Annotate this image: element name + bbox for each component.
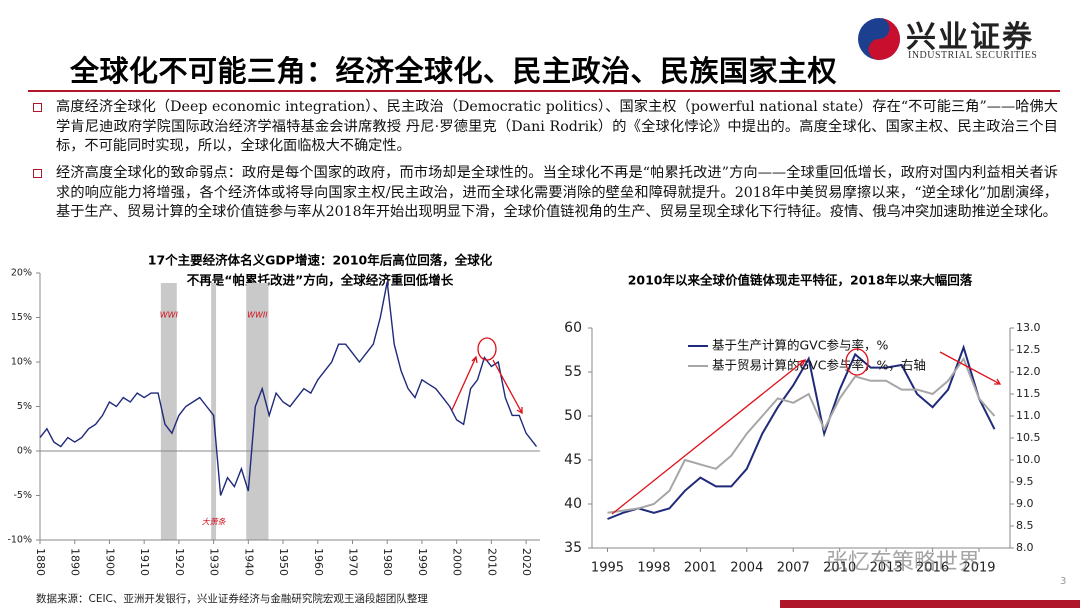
x-tick-label: 1998 bbox=[637, 561, 670, 576]
shaded-region bbox=[246, 283, 269, 540]
y-tick-label: 60 bbox=[564, 320, 582, 336]
y-tick-label: 50 bbox=[564, 408, 582, 424]
legend-label: 基于生产计算的GVC参与率，% bbox=[712, 338, 888, 353]
x-tick-label: 2000 bbox=[451, 548, 464, 576]
chart-title: 2010年以来全球价值链体现走平特征，2018年以来大幅回落 bbox=[628, 273, 973, 288]
x-tick-label: 1940 bbox=[242, 548, 255, 576]
series-line bbox=[39, 281, 538, 496]
logo-en: INDUSTRIAL SECURITIES bbox=[908, 50, 1038, 61]
bullet-text: 经济高度全球化的致命弱点：政府是每个国家的政府，而市场却是全球性的。当全球化不再… bbox=[56, 165, 1058, 221]
y-tick-label: 15% bbox=[11, 312, 32, 323]
x-tick-label: 2013 bbox=[870, 561, 903, 576]
shaded-region bbox=[160, 283, 177, 540]
x-tick-label: 1970 bbox=[347, 548, 360, 576]
y-tick-label: -10% bbox=[7, 535, 32, 546]
bullet-text: 高度经济全球化（Deep economic integration）、民主政治（… bbox=[56, 99, 1058, 155]
logo-name: 兴业证券 bbox=[906, 20, 1034, 55]
x-tick-label: 2004 bbox=[730, 561, 763, 576]
bullet: 高度经济全球化（Deep economic integration）、民主政治（… bbox=[33, 98, 1058, 157]
y2-tick-label: 8.0 bbox=[1016, 541, 1034, 554]
y2-tick-label: 13.0 bbox=[1016, 321, 1041, 334]
legend-label: 基于贸易计算的GVC参与率，%，右轴 bbox=[712, 358, 926, 373]
series-line bbox=[607, 344, 996, 520]
x-tick-label: 1980 bbox=[381, 548, 394, 576]
y-tick-label: -5% bbox=[14, 490, 33, 501]
y2-tick-label: 9.0 bbox=[1016, 497, 1034, 510]
y2-tick-label: 10.0 bbox=[1016, 453, 1041, 466]
x-tick-label: 2001 bbox=[684, 561, 717, 576]
x-tick-label: 1960 bbox=[312, 548, 325, 576]
y2-tick-label: 8.5 bbox=[1016, 519, 1034, 532]
logo: 兴业证券 INDUSTRIAL SECURITIES bbox=[856, 12, 1066, 68]
x-tick-label: 1930 bbox=[208, 548, 221, 576]
region-label: WWI bbox=[160, 311, 179, 320]
x-tick-label: 1880 bbox=[34, 548, 47, 576]
footer-bar bbox=[780, 600, 1080, 608]
logo-mark bbox=[858, 18, 900, 60]
x-tick-label: 2010 bbox=[823, 561, 856, 576]
x-tick-label: 1890 bbox=[69, 548, 82, 576]
x-tick-label: 2016 bbox=[916, 561, 949, 576]
y-tick-label: 20% bbox=[11, 268, 32, 279]
title-rule bbox=[28, 90, 1060, 92]
x-tick-label: 2019 bbox=[962, 561, 995, 576]
x-tick-label: 1900 bbox=[103, 548, 116, 576]
x-tick-label: 1990 bbox=[416, 548, 429, 576]
y2-tick-label: 12.0 bbox=[1016, 365, 1041, 378]
x-tick-label: 1950 bbox=[277, 548, 290, 576]
x-tick-label: 1920 bbox=[173, 548, 186, 576]
y-tick-label: 40 bbox=[564, 496, 582, 512]
y2-tick-label: 10.5 bbox=[1016, 431, 1041, 444]
annotations bbox=[451, 337, 1002, 515]
shaded-region bbox=[211, 283, 217, 540]
chart-title: 17个主要经济体名义GDP增速：2010年后高位回落，全球化 bbox=[148, 253, 493, 268]
y-tick-label: 10% bbox=[11, 357, 32, 368]
y-tick-label: 5% bbox=[17, 401, 32, 412]
watermark: 张忆东策略世界 bbox=[826, 550, 981, 575]
y2-tick-label: 9.5 bbox=[1016, 475, 1034, 488]
y-tick-label: 35 bbox=[564, 540, 582, 556]
x-tick-label: 2010 bbox=[485, 548, 498, 576]
y-tick-label: 55 bbox=[564, 364, 582, 380]
y2-tick-label: 11.0 bbox=[1016, 409, 1041, 422]
region-label: 大萧条 bbox=[202, 518, 227, 527]
series-line bbox=[607, 356, 996, 514]
x-tick-label: 2007 bbox=[777, 561, 810, 576]
page-number: 3 bbox=[1060, 576, 1067, 587]
x-tick-label: 1910 bbox=[138, 548, 151, 576]
y2-tick-label: 11.5 bbox=[1016, 387, 1041, 400]
y-tick-label: 45 bbox=[564, 452, 582, 468]
region-label: WWII bbox=[247, 311, 268, 320]
slide-title: 全球化不可能三角：经济全球化、民主政治、民族国家主权 bbox=[70, 54, 838, 88]
x-tick-label: 2020 bbox=[520, 548, 533, 576]
chart-title: 不再是“帕累托改进”方向，全球经济重回低增长 bbox=[187, 273, 454, 288]
y2-tick-label: 12.5 bbox=[1016, 343, 1041, 356]
y-tick-label: 0% bbox=[17, 446, 32, 457]
bullet: 经济高度全球化的致命弱点：政府是每个国家的政府，而市场却是全球性的。当全球化不再… bbox=[33, 164, 1058, 223]
x-tick-label: 1995 bbox=[591, 561, 624, 576]
source-note: 数据来源：CEIC、亚洲开发银行，兴业证券经济与金融研究院宏观王涵段超团队整理 bbox=[36, 593, 428, 605]
